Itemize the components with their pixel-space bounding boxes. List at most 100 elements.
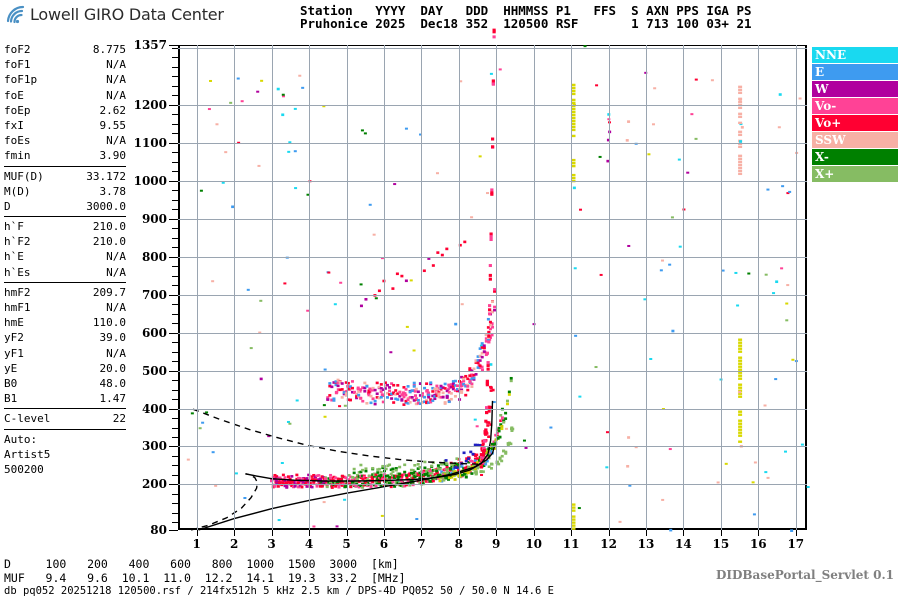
param-value: 1.47 — [99, 392, 127, 406]
echo-pixel — [400, 393, 404, 397]
echo-pixel — [486, 317, 490, 321]
interference-pixel — [738, 371, 743, 374]
y-axis-major-tick — [169, 408, 178, 410]
echo-pixel — [451, 387, 455, 391]
echo-pixel — [359, 397, 363, 400]
y-axis-minor-tick — [172, 85, 178, 87]
noise-pixel — [599, 273, 603, 276]
echo-pixel — [398, 390, 402, 394]
param-value: 3.90 — [99, 149, 127, 163]
echo-pixel — [436, 464, 440, 467]
echo-pixel — [491, 447, 494, 451]
echo-pixel — [336, 381, 340, 385]
echo-pixel — [336, 477, 340, 481]
gridline-vertical — [496, 45, 498, 530]
echo-pixel — [364, 467, 368, 470]
echo-pixel — [423, 395, 427, 399]
gridline-vertical — [683, 45, 685, 530]
y-axis-minor-tick — [172, 66, 178, 68]
echo-pixel — [278, 481, 282, 485]
echo-pixel — [499, 423, 503, 426]
noise-pixel — [267, 435, 271, 438]
echo-pixel — [477, 465, 481, 469]
echo-pixel — [430, 469, 434, 472]
noise-pixel — [280, 461, 284, 464]
echo-pixel — [359, 484, 363, 488]
echo-pixel — [478, 347, 482, 350]
echo-pixel — [453, 389, 457, 392]
echo-pixel — [418, 471, 422, 475]
echo-pixel — [404, 388, 408, 391]
noise-pixel — [333, 303, 337, 306]
y-axis-minor-tick — [172, 133, 178, 135]
echo-pixel — [305, 477, 309, 480]
noise-pixel — [574, 334, 578, 337]
legend-item-ssw[interactable]: SSW — [812, 132, 898, 148]
echo-pixel — [300, 485, 304, 489]
echo-pixel — [329, 473, 333, 477]
echo-pixel — [326, 396, 330, 399]
x-axis-label: 16 — [749, 537, 767, 551]
echo-pixel — [420, 392, 424, 395]
echo-pixel — [364, 298, 368, 301]
echo-pixel — [346, 385, 350, 388]
echo-pixel — [398, 476, 402, 479]
param-row-ye: yE 20.0 — [4, 361, 126, 376]
echo-pixel — [396, 472, 400, 476]
echo-pixel — [488, 264, 492, 268]
gridline-vertical — [196, 45, 198, 530]
echo-pixel — [412, 385, 416, 388]
echo-pixel — [365, 402, 369, 405]
echo-pixel — [505, 402, 509, 406]
legend-item-x[interactable]: X- — [812, 149, 898, 165]
echo-pixel — [471, 452, 475, 456]
x-axis-label: 15 — [712, 537, 730, 551]
legend-item-nne[interactable]: NNE — [812, 47, 898, 63]
noise-pixel — [579, 208, 583, 211]
gridline-vertical — [271, 45, 273, 530]
echo-pixel — [419, 474, 423, 478]
noise-pixel — [281, 95, 285, 98]
echo-pixel — [293, 484, 297, 488]
echo-pixel — [478, 364, 482, 368]
echo-pixel — [487, 454, 491, 457]
echo-pixel — [409, 468, 413, 472]
noise-pixel — [240, 100, 244, 103]
echo-pixel — [356, 473, 360, 477]
echo-pixel — [318, 485, 322, 488]
ionogram-plot[interactable] — [178, 28, 810, 532]
echo-pixel — [386, 464, 390, 468]
legend-item-vo[interactable]: Vo+ — [812, 115, 898, 131]
legend-item-e[interactable]: E — [812, 64, 898, 80]
y-axis-minor-tick — [172, 190, 178, 192]
echo-pixel — [507, 390, 511, 394]
legend-item-x[interactable]: X+ — [812, 166, 898, 182]
echo-pixel — [371, 477, 375, 481]
echo-pixel — [486, 337, 490, 341]
noise-pixel — [293, 150, 297, 153]
noise-pixel — [522, 439, 526, 442]
echo-pixel — [738, 100, 742, 103]
echo-pixel — [366, 481, 370, 485]
echo-pixel — [285, 486, 289, 489]
y-axis-minor-tick — [172, 76, 178, 78]
muf-scale-row: MUF 9.4 9.6 10.1 11.0 12.2 14.1 19.3 33.… — [4, 570, 406, 585]
gridline-vertical — [571, 45, 573, 530]
y-axis-major-tick — [169, 530, 178, 531]
interference-pixel — [571, 104, 576, 108]
echo-pixel — [468, 374, 472, 377]
echo-pixel — [436, 251, 440, 254]
echo-pixel — [481, 456, 485, 460]
y-axis-major-tick — [169, 104, 178, 106]
noise-pixel — [661, 259, 664, 262]
echo-pixel — [441, 395, 445, 399]
echo-pixel — [490, 191, 494, 195]
echo-pixel — [475, 457, 479, 460]
echo-pixel — [357, 471, 361, 474]
legend-item-vo[interactable]: Vo- — [812, 98, 898, 114]
plot-top-rule — [178, 48, 807, 49]
echo-pixel — [464, 374, 468, 378]
echo-pixel — [430, 480, 434, 483]
legend-item-w[interactable]: W — [812, 81, 898, 97]
echo-pixel — [476, 355, 480, 358]
